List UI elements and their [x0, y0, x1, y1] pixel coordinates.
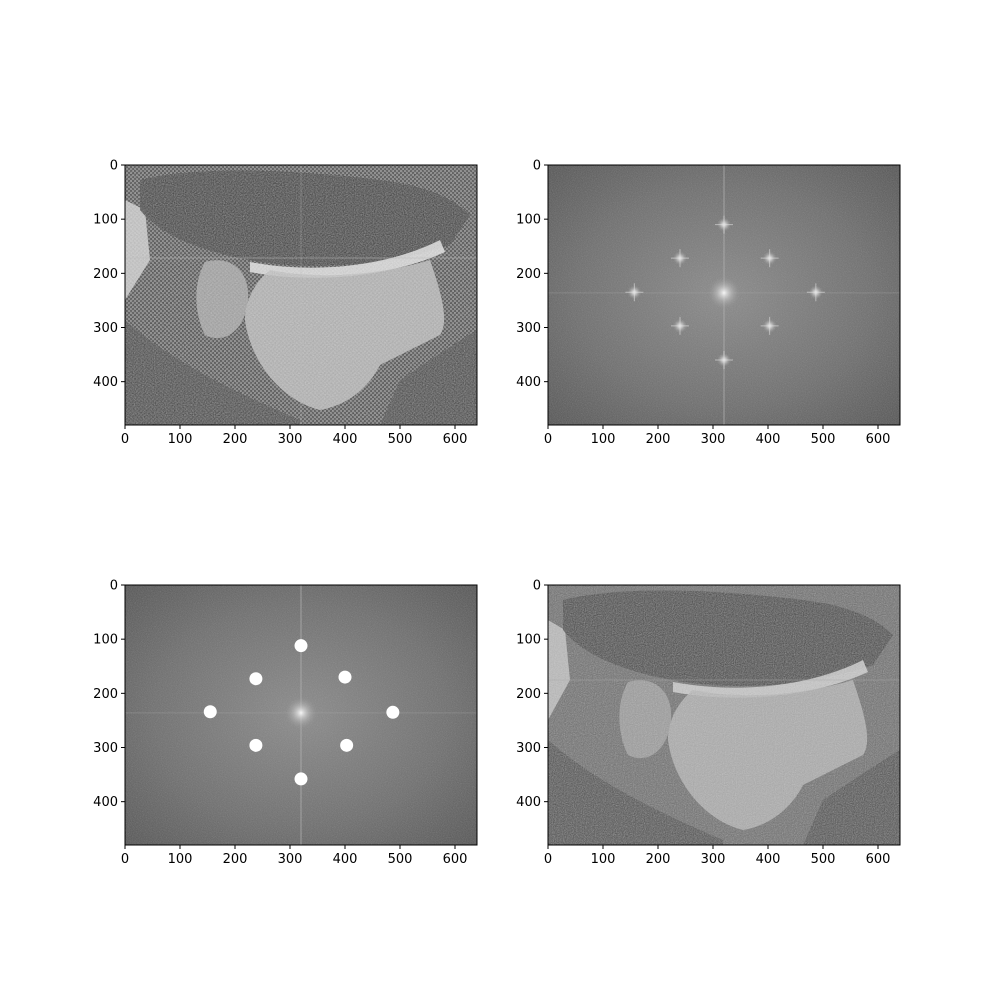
x-tick-label: 600 [443, 432, 468, 447]
x-tick-label: 300 [278, 432, 303, 447]
x-tick-label: 400 [333, 852, 358, 867]
filtered-image-panel: 0 100 200 300 400 500 600 0 100 200 300 400 [516, 579, 901, 867]
y-tick-label: 100 [93, 633, 118, 648]
x-tick-label: 0 [544, 432, 552, 447]
y-tick-label: 100 [516, 213, 541, 228]
spectrum-panel: 0 100 200 300 400 500 600 0 100 200 300 400 [516, 159, 901, 447]
mask-disc [294, 772, 308, 786]
x-tick-label: 500 [811, 852, 836, 867]
x-tick-label: 0 [544, 852, 552, 867]
spectrum-center-peak [708, 276, 740, 309]
filtered-image [548, 585, 900, 845]
x-tick-label: 600 [866, 852, 891, 867]
y-tick-label: 200 [516, 687, 541, 702]
y-tick-label: 100 [516, 633, 541, 648]
y-tick-label: 300 [516, 321, 541, 336]
x-tick-label: 400 [333, 432, 358, 447]
x-tick-label: 100 [591, 852, 616, 867]
mask-disc [249, 672, 263, 686]
y-tick-label: 0 [110, 159, 118, 174]
masked-spectrum-panel: 0 100 200 300 400 500 600 0 100 200 300 400 [93, 579, 478, 867]
spectrum-center-peak [285, 696, 317, 729]
y-tick-label: 300 [93, 321, 118, 336]
x-tick-label: 500 [388, 432, 413, 447]
mask-disc [294, 639, 308, 653]
x-tick-label: 400 [756, 432, 781, 447]
y-tick-label: 400 [93, 795, 118, 810]
x-tick-label: 300 [701, 852, 726, 867]
x-tick-label: 500 [811, 432, 836, 447]
x-tick-label: 300 [278, 852, 303, 867]
x-tick-label: 200 [646, 432, 671, 447]
x-tick-label: 300 [701, 432, 726, 447]
y-tick-label: 200 [516, 267, 541, 282]
y-tick-label: 200 [93, 267, 118, 282]
y-tick-label: 200 [93, 687, 118, 702]
noisy-image-panel: 0 100 200 300 400 500 600 0 100 200 300 400 [93, 159, 478, 447]
y-tick-label: 400 [93, 375, 118, 390]
x-tick-label: 0 [121, 432, 129, 447]
x-tick-label: 200 [223, 852, 248, 867]
x-tick-label: 400 [756, 852, 781, 867]
y-tick-label: 400 [516, 795, 541, 810]
x-tick-label: 600 [443, 852, 468, 867]
y-tick-label: 100 [93, 213, 118, 228]
mask-disc [249, 738, 263, 752]
y-tick-label: 0 [533, 159, 541, 174]
x-tick-label: 100 [591, 432, 616, 447]
y-tick-label: 300 [93, 741, 118, 756]
x-tick-label: 600 [866, 432, 891, 447]
noisy-image [125, 165, 477, 425]
mask-disc [338, 670, 352, 684]
x-tick-label: 100 [168, 432, 193, 447]
masked-spectrum-image [125, 585, 477, 845]
x-tick-label: 0 [121, 852, 129, 867]
x-tick-label: 200 [646, 852, 671, 867]
y-tick-label: 300 [516, 741, 541, 756]
x-tick-label: 200 [223, 432, 248, 447]
spectrum-image [548, 165, 900, 425]
x-tick-label: 100 [168, 852, 193, 867]
y-tick-label: 0 [533, 579, 541, 594]
y-tick-label: 0 [110, 579, 118, 594]
mask-disc [340, 738, 354, 752]
y-tick-label: 400 [516, 375, 541, 390]
mask-disc [203, 705, 217, 719]
mask-disc [386, 705, 400, 719]
x-tick-label: 500 [388, 852, 413, 867]
